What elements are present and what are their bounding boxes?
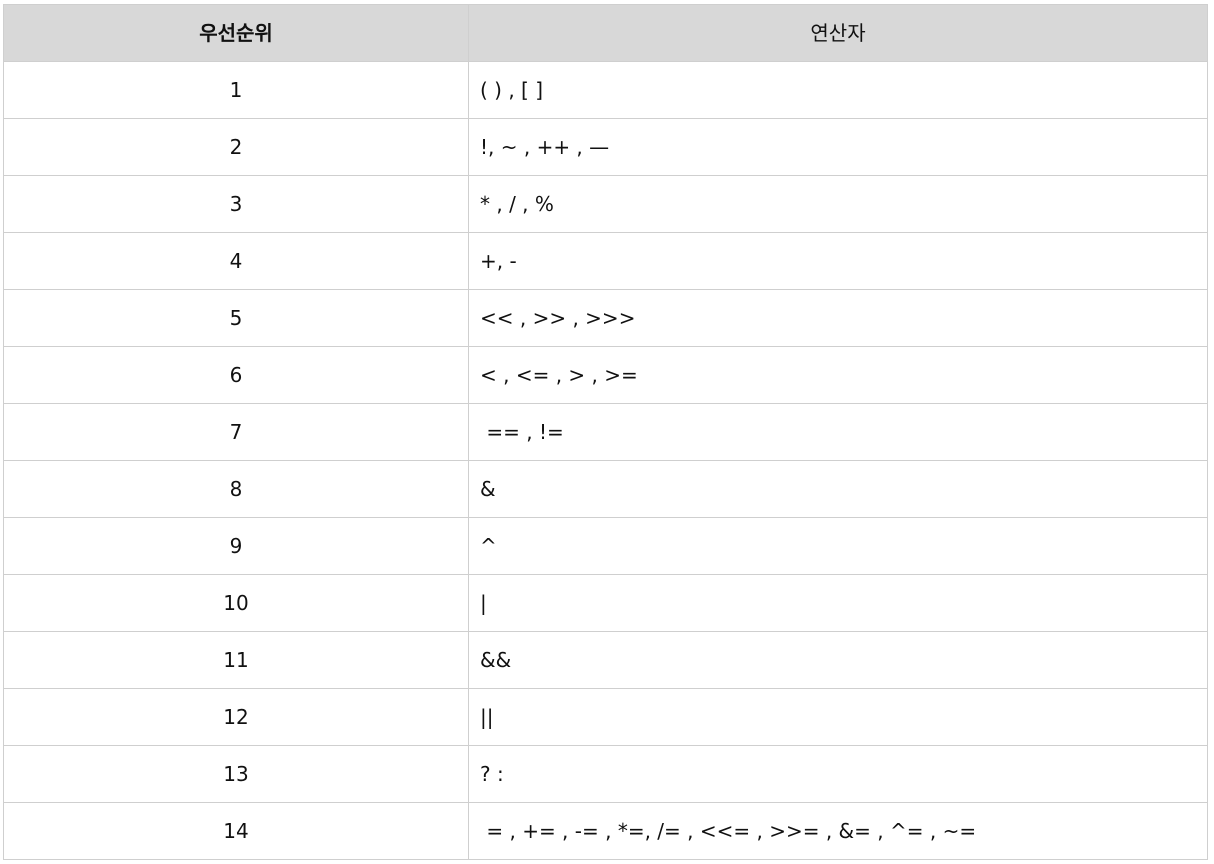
table-body: 1 ( ) , [ ] 2 !, ~ , ++ , — 3 * , / , % … <box>3 61 1208 860</box>
rank-cell: 14 <box>3 802 469 860</box>
table-row: 9 ^ <box>3 517 1208 575</box>
operators-cell: +, - <box>468 232 1208 290</box>
operators-cell: == , != <box>468 403 1208 461</box>
table-row: 5 << , >> , >>> <box>3 289 1208 347</box>
table-row: 10 | <box>3 574 1208 632</box>
operators-cell: !, ~ , ++ , — <box>468 118 1208 176</box>
operators-cell: ^ <box>468 517 1208 575</box>
table-row: 4 +, - <box>3 232 1208 290</box>
header-row: 우선순위 연산자 <box>3 4 1208 62</box>
rank-cell: 6 <box>3 346 469 404</box>
header-operators: 연산자 <box>468 4 1208 62</box>
table-row: 6 < , <= , > , >= <box>3 346 1208 404</box>
operators-cell: = , += , -= , *=, /= , <<= , >>= , &= , … <box>468 802 1208 860</box>
table-row: 2 !, ~ , ++ , — <box>3 118 1208 176</box>
table-row: 1 ( ) , [ ] <box>3 61 1208 119</box>
rank-cell: 10 <box>3 574 469 632</box>
operators-cell: || <box>468 688 1208 746</box>
rank-cell: 11 <box>3 631 469 689</box>
operator-precedence-table: 우선순위 연산자 1 ( ) , [ ] 2 !, ~ , ++ , — 3 *… <box>3 4 1208 860</box>
rank-cell: 4 <box>3 232 469 290</box>
operators-cell: << , >> , >>> <box>468 289 1208 347</box>
table-row: 12 || <box>3 688 1208 746</box>
operators-cell: | <box>468 574 1208 632</box>
table-row: 7 == , != <box>3 403 1208 461</box>
table-row: 8 & <box>3 460 1208 518</box>
rank-cell: 8 <box>3 460 469 518</box>
header-rank: 우선순위 <box>3 4 469 62</box>
table-row: 3 * , / , % <box>3 175 1208 233</box>
operators-cell: && <box>468 631 1208 689</box>
rank-cell: 7 <box>3 403 469 461</box>
rank-cell: 12 <box>3 688 469 746</box>
rank-cell: 13 <box>3 745 469 803</box>
operators-cell: < , <= , > , >= <box>468 346 1208 404</box>
rank-cell: 2 <box>3 118 469 176</box>
table-header: 우선순위 연산자 <box>3 4 1208 62</box>
rank-cell: 5 <box>3 289 469 347</box>
operators-cell: * , / , % <box>468 175 1208 233</box>
rank-cell: 3 <box>3 175 469 233</box>
operators-cell: ? : <box>468 745 1208 803</box>
operator-precedence-table-container: 우선순위 연산자 1 ( ) , [ ] 2 !, ~ , ++ , — 3 *… <box>3 4 1208 860</box>
rank-cell: 1 <box>3 61 469 119</box>
rank-cell: 9 <box>3 517 469 575</box>
operators-cell: & <box>468 460 1208 518</box>
table-row: 13 ? : <box>3 745 1208 803</box>
table-row: 11 && <box>3 631 1208 689</box>
operators-cell: ( ) , [ ] <box>468 61 1208 119</box>
table-row: 14 = , += , -= , *=, /= , <<= , >>= , &=… <box>3 802 1208 860</box>
